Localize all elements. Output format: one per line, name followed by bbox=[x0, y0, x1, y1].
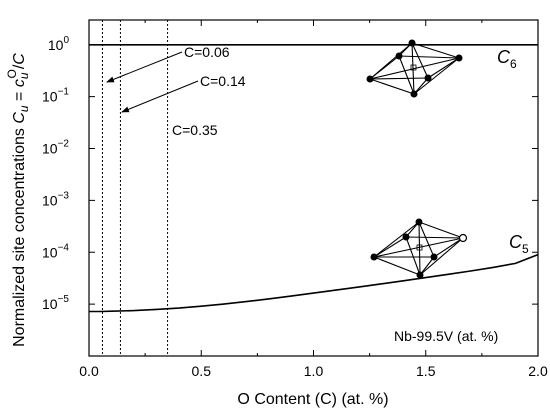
x-tick-label: 2.0 bbox=[528, 363, 548, 379]
y-tick-label: 10−1 bbox=[42, 87, 69, 105]
y-tick-label: 10−3 bbox=[42, 190, 69, 208]
annotation-alloy: Nb-99.5V (at. %) bbox=[394, 328, 498, 344]
series-line-c5 bbox=[89, 253, 539, 313]
series-label-c5: C5 bbox=[509, 232, 529, 256]
x-ticks: 0.0 0.5 1.0 1.5 2.0 bbox=[79, 20, 548, 379]
series-layer bbox=[89, 44, 539, 313]
y-tick-label: 100 bbox=[48, 35, 70, 53]
reference-labels: C=0.06 C=0.14 C=0.35 bbox=[106, 44, 246, 138]
x-axis-title: O Content (C) (at. %) bbox=[237, 391, 388, 408]
ref-label-0: C=0.06 bbox=[184, 44, 230, 60]
y-ticks: 10−5 10−4 10−3 10−2 10−1 100 bbox=[42, 35, 538, 312]
x-tick-label: 0.0 bbox=[79, 363, 99, 379]
ref-label-2: C=0.35 bbox=[172, 122, 218, 138]
y-tick-label: 10−4 bbox=[42, 242, 69, 260]
ref-arrow-0 bbox=[106, 51, 183, 83]
plot-frame bbox=[88, 19, 539, 357]
y-tick-label: 10−2 bbox=[42, 139, 69, 157]
ref-label-1: C=0.14 bbox=[200, 73, 246, 89]
x-tick-label: 1.0 bbox=[304, 363, 324, 379]
x-tick-label: 1.5 bbox=[416, 363, 436, 379]
octahedron-c6-icon bbox=[366, 39, 463, 98]
octahedron-c5-icon bbox=[370, 218, 468, 279]
y-axis-title: Normalized site concentrations Cu = cuO/… bbox=[5, 53, 31, 347]
y-tick-label: 10−5 bbox=[42, 294, 69, 312]
reference-lines bbox=[101, 20, 169, 356]
x-tick-label: 0.5 bbox=[192, 363, 212, 379]
series-label-c6: C6 bbox=[497, 47, 517, 71]
ref-arrow-1 bbox=[121, 80, 199, 113]
